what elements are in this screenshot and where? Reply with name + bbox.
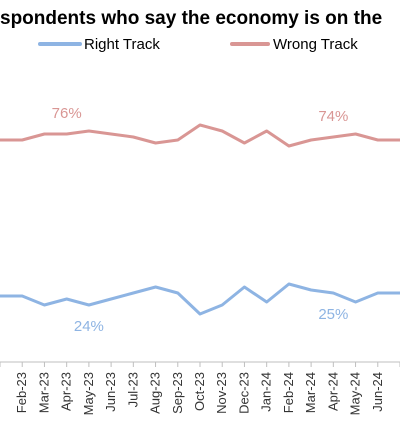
x-tick-label: Oct-23 [192, 372, 207, 411]
series-line-wrong-track [0, 123, 400, 148]
x-tick-label: Aug-23 [148, 372, 163, 414]
x-tick-label: Apr-24 [325, 372, 340, 411]
x-tick-label: Feb-23 [14, 372, 29, 413]
x-axis-ticks: Feb-23 Mar-23 Apr-23 May-23 Jun-23 Jul-23 Aug-… [0, 362, 400, 415]
x-tick-label: Jul-23 [125, 372, 140, 407]
legend-label-right-track: Right Track [84, 36, 160, 53]
legend: Right Track Wrong Track [38, 36, 358, 53]
data-label-right-track: 24% [74, 318, 104, 335]
x-tick-label: May-24 [348, 372, 363, 415]
chart-title: spondents who say the economy is on the [0, 8, 382, 29]
legend-label-wrong-track: Wrong Track [273, 36, 358, 53]
series-layer [0, 123, 400, 316]
x-tick-label: Apr-23 [59, 372, 74, 411]
annotation-layer: 24% 25% 76% 74% [52, 105, 349, 335]
x-tick-label: Mar-23 [36, 372, 51, 413]
x-tick-label: Jun-23 [103, 372, 118, 412]
x-tick-label: Mar-24 [303, 372, 318, 413]
data-label-right-track: 25% [318, 306, 348, 323]
data-label-wrong-track: 76% [52, 105, 82, 122]
data-label-wrong-track: 74% [318, 108, 348, 125]
x-tick-label: Feb-24 [281, 372, 296, 413]
x-tick-label: May-23 [81, 372, 96, 415]
x-tick-label: Jun-24 [370, 372, 385, 412]
x-tick-label: Nov-23 [214, 372, 229, 414]
x-tick-label: Jan-24 [259, 372, 274, 412]
x-tick-label: Sep-23 [170, 372, 185, 414]
x-tick-label: Dec-23 [236, 372, 251, 414]
